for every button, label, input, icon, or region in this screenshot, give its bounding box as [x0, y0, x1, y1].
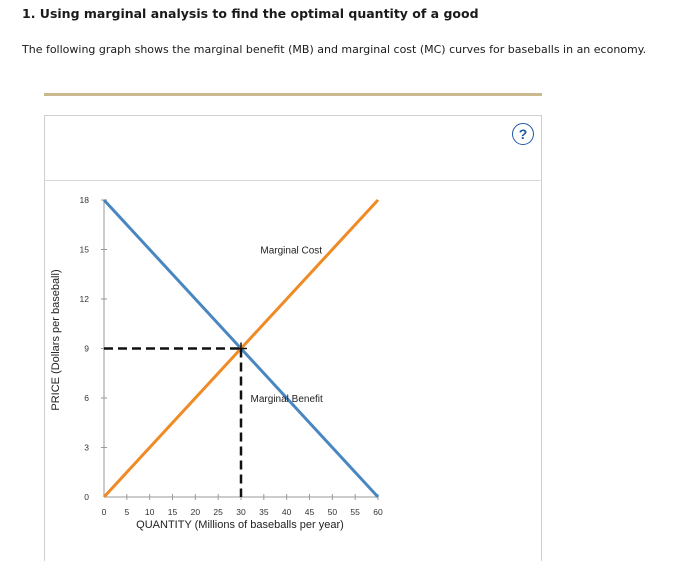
x-tick-label: 10 [145, 507, 155, 517]
x-tick-label: 15 [168, 507, 178, 517]
x-tick-label: 0 [102, 507, 107, 517]
divider [44, 93, 542, 96]
y-tick-label: 9 [84, 344, 89, 354]
marginal-cost-label: Marginal Cost [260, 246, 322, 257]
marginal-benefit-label: Marginal Benefit [251, 394, 323, 405]
x-axis-title: QUANTITY (Millions of baseballs per year… [136, 519, 344, 531]
x-tick-label: 5 [124, 507, 129, 517]
question-title: 1. Using marginal analysis to find the o… [22, 6, 479, 21]
x-tick-label: 30 [236, 507, 246, 517]
chart-area [44, 180, 542, 561]
x-tick-label: 45 [305, 507, 315, 517]
x-tick-label: 35 [259, 507, 269, 517]
graph-panel [44, 115, 542, 561]
x-tick-label: 55 [350, 507, 360, 517]
x-tick-label: 60 [373, 507, 383, 517]
y-tick-label: 12 [80, 294, 90, 304]
question-text: The following graph shows the marginal b… [22, 43, 647, 56]
x-tick-label: 25 [213, 507, 223, 517]
y-tick-label: 18 [80, 195, 90, 205]
y-axis-title: PRICE (Dollars per baseball) [50, 269, 62, 411]
y-tick-label: 3 [84, 443, 89, 453]
x-tick-label: 40 [282, 507, 292, 517]
x-tick-label: 20 [191, 507, 201, 517]
x-tick-label: 50 [328, 507, 338, 517]
y-tick-label: 6 [84, 393, 89, 403]
y-tick-label: 0 [84, 492, 89, 502]
y-tick-label: 15 [80, 245, 90, 255]
help-icon[interactable]: ? [512, 123, 534, 145]
